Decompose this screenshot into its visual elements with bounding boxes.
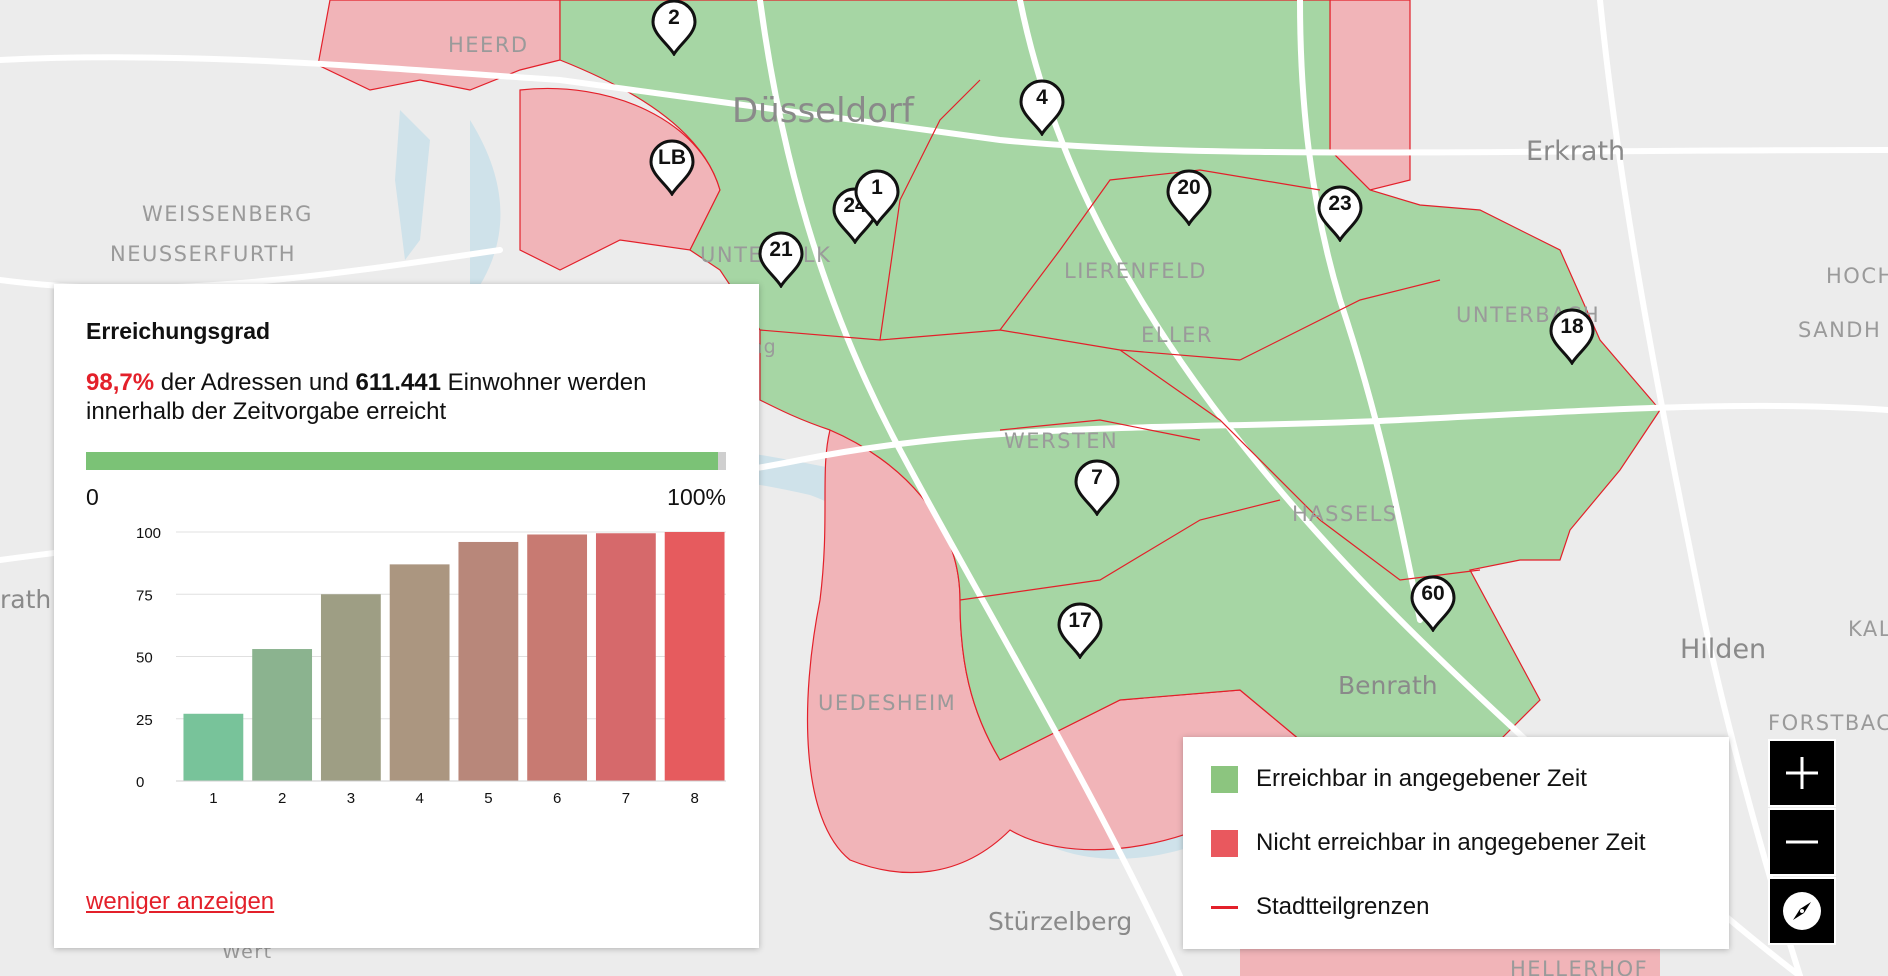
reach-summary: 98,7% der Adressen und 611.441 Einwohner… bbox=[86, 368, 726, 426]
map-legend: Erreichbar in angegebener Zeit Nicht err… bbox=[1183, 737, 1729, 949]
marker-label: 4 bbox=[1036, 86, 1048, 109]
marker-label: 17 bbox=[1068, 609, 1092, 632]
y-tick-label: 100 bbox=[136, 525, 161, 542]
chart-bar bbox=[252, 649, 313, 781]
summary-text: Einwohner werden innerhalb der Zeitvorga… bbox=[86, 369, 647, 425]
legend-label: Stadtteilgrenzen bbox=[1256, 893, 1430, 920]
station-marker[interactable]: 21 bbox=[757, 230, 805, 288]
legend-item-unreachable: Nicht erreichbar in angegebener Zeit bbox=[1211, 828, 1646, 858]
chart-bar bbox=[183, 713, 244, 781]
station-marker[interactable]: 17 bbox=[1056, 601, 1104, 659]
legend-item-boundaries: Stadtteilgrenzen bbox=[1211, 892, 1429, 922]
compass-icon bbox=[1783, 892, 1821, 930]
station-marker[interactable]: 60 bbox=[1409, 574, 1457, 632]
city-label: Benrath bbox=[1338, 671, 1438, 700]
marker-label: 21 bbox=[769, 238, 793, 261]
map-label: HASSELS bbox=[1292, 502, 1398, 526]
station-marker[interactable]: 20 bbox=[1165, 168, 1213, 226]
x-tick-label: 5 bbox=[484, 790, 492, 807]
map-label: HOCH bbox=[1826, 264, 1888, 288]
map-label: KAL bbox=[1848, 617, 1888, 641]
zoom-out-button[interactable] bbox=[1768, 808, 1836, 876]
chart-bar bbox=[664, 532, 725, 781]
x-tick-label: 7 bbox=[622, 790, 630, 807]
chart-bar bbox=[458, 541, 519, 781]
x-tick-label: 6 bbox=[553, 790, 561, 807]
station-marker[interactable]: LB bbox=[648, 138, 696, 196]
summary-text: der Adressen und bbox=[154, 369, 356, 396]
chart-bar bbox=[595, 533, 656, 781]
marker-label: 1 bbox=[871, 176, 883, 199]
city-label: Hilden bbox=[1680, 634, 1766, 665]
map-label: WEISSENBERG bbox=[142, 202, 313, 226]
marker-label: 60 bbox=[1421, 582, 1445, 605]
city-label: Düsseldorf bbox=[732, 91, 915, 131]
station-marker[interactable]: 4 bbox=[1018, 78, 1066, 136]
map-label: ELLER bbox=[1141, 323, 1213, 347]
x-tick-label: 3 bbox=[347, 790, 355, 807]
station-marker[interactable]: 23 bbox=[1316, 184, 1364, 242]
reach-bar-chart: 0 25 50 75 100 1 2 3 4 5 6 7 8 bbox=[136, 525, 726, 807]
reach-progress-fill bbox=[86, 452, 718, 470]
residents-count: 611.441 bbox=[355, 369, 441, 396]
legend-label: Nicht erreichbar in angegebener Zeit bbox=[1256, 829, 1646, 856]
legend-swatch bbox=[1211, 829, 1238, 857]
x-tick-label: 1 bbox=[209, 790, 217, 807]
map-label: HELLERHOF bbox=[1510, 957, 1648, 976]
plus-icon bbox=[1786, 757, 1818, 789]
progress-min-label: 0 bbox=[86, 484, 99, 510]
map-label: FORSTBAC bbox=[1768, 711, 1888, 735]
marker-label: LB bbox=[658, 146, 686, 169]
marker-label: 7 bbox=[1091, 466, 1103, 489]
station-marker[interactable]: 1 bbox=[853, 168, 901, 226]
station-marker[interactable]: 18 bbox=[1548, 307, 1596, 365]
x-tick-label: 2 bbox=[278, 790, 286, 807]
y-tick-label: 75 bbox=[136, 587, 153, 604]
map-label: WERSTEN bbox=[1004, 429, 1118, 453]
compass-button[interactable] bbox=[1768, 877, 1836, 945]
show-less-link[interactable]: weniger anzeigen bbox=[86, 888, 275, 915]
city-label: Erkrath bbox=[1526, 136, 1625, 167]
chart-bar bbox=[320, 594, 381, 781]
city-label: rath bbox=[0, 585, 51, 614]
y-tick-label: 25 bbox=[136, 712, 153, 729]
chart-bar bbox=[389, 564, 450, 781]
x-tick-label: 4 bbox=[415, 790, 423, 807]
legend-label: Erreichbar in angegebener Zeit bbox=[1256, 765, 1587, 792]
y-tick-label: 0 bbox=[136, 774, 144, 791]
y-tick-label: 50 bbox=[136, 650, 153, 667]
marker-label: 20 bbox=[1177, 176, 1201, 199]
map-label: UEDESHEIM bbox=[818, 691, 956, 715]
reach-panel: Erreichungsgrad 98,7% der Adressen und 6… bbox=[54, 284, 759, 948]
progress-max-label: 100% bbox=[667, 484, 726, 510]
marker-label: 18 bbox=[1560, 315, 1584, 338]
legend-item-reachable: Erreichbar in angegebener Zeit bbox=[1211, 764, 1587, 794]
minus-icon bbox=[1786, 840, 1818, 844]
chart-bar bbox=[527, 534, 588, 781]
marker-label: 23 bbox=[1328, 192, 1352, 215]
station-marker[interactable]: 7 bbox=[1073, 458, 1121, 516]
reach-progress-bar bbox=[86, 452, 726, 470]
legend-swatch bbox=[1211, 765, 1238, 793]
map-label: HEERD bbox=[448, 33, 529, 57]
city-label: Stürzelberg bbox=[988, 907, 1132, 936]
zoom-in-button[interactable] bbox=[1768, 739, 1836, 807]
harbor-water bbox=[395, 110, 430, 260]
map-label: SANDH bbox=[1798, 318, 1881, 342]
map-label: NEUSSERFURTH bbox=[110, 242, 296, 266]
station-marker[interactable]: 2 bbox=[650, 0, 698, 56]
marker-label: 2 bbox=[668, 6, 680, 29]
legend-line bbox=[1211, 905, 1238, 909]
area-unreachable bbox=[1240, 940, 1660, 976]
map-label: LIERENFELD bbox=[1064, 259, 1207, 283]
panel-title: Erreichungsgrad bbox=[86, 318, 271, 344]
reach-percent: 98,7% bbox=[86, 369, 155, 396]
x-tick-label: 8 bbox=[690, 790, 698, 807]
